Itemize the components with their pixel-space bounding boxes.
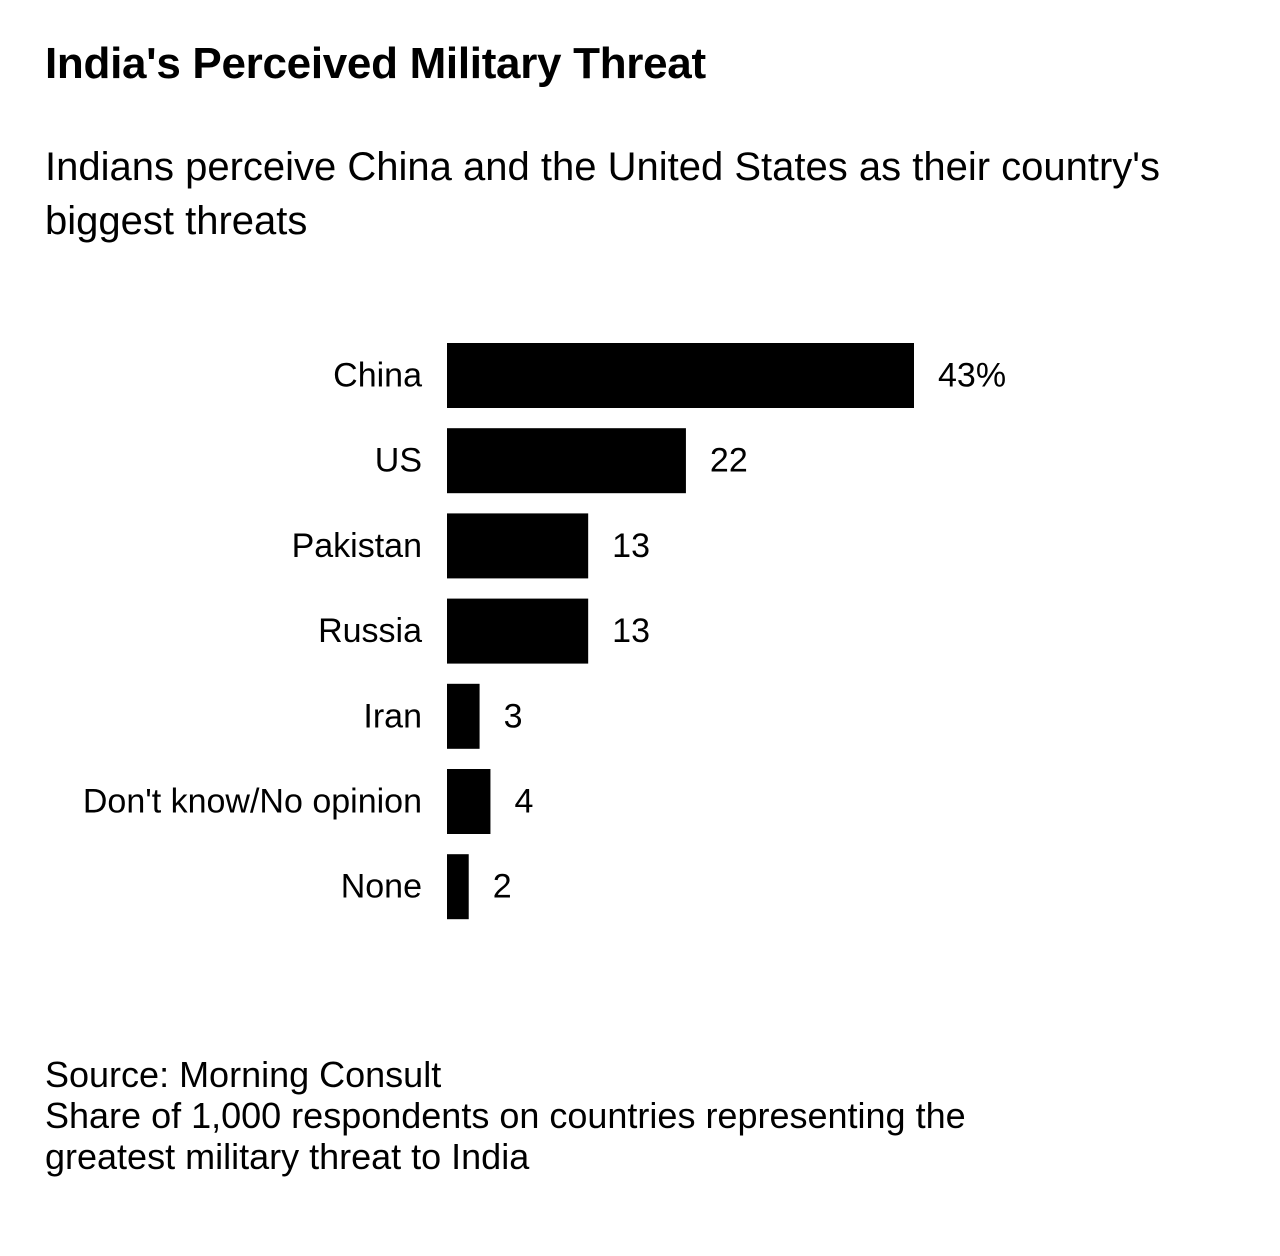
value-label-china: 43% [938, 357, 1006, 395]
chart-title: India's Perceived Military Threat [45, 39, 706, 88]
category-label-don-t-know-no-opinion: Don't know/No opinion [83, 783, 422, 821]
category-label-pakistan: Pakistan [292, 527, 422, 565]
bar-pakistan [447, 513, 589, 579]
value-label-pakistan: 13 [612, 527, 650, 565]
bar-don-t-know-no-opinion [447, 769, 491, 834]
bar-china [447, 343, 914, 408]
source-note: Source: Morning Consult [45, 1054, 442, 1095]
bars-group: China 43% US 22 Pakistan 13 Russia 13 Iran 3 Don't… [83, 343, 1006, 920]
value-label-us: 22 [710, 442, 748, 480]
bar-iran [447, 683, 480, 749]
bar-russia [447, 598, 589, 664]
value-label-russia: 13 [612, 612, 650, 650]
description-note-line-2: greatest military threat to India [45, 1136, 530, 1177]
category-label-russia: Russia [318, 612, 422, 650]
category-label-iran: Iran [363, 697, 422, 735]
category-label-none: None [341, 868, 422, 906]
bar-us [447, 428, 686, 494]
value-label-don-t-know-no-opinion: 4 [514, 783, 533, 821]
chart-footer: Source: Morning Consult Share of 1,000 r… [45, 1054, 1225, 1177]
chart-subtitle: Indians perceive China and the United St… [45, 145, 1160, 243]
bar-none [447, 854, 469, 920]
value-label-none: 2 [493, 868, 512, 906]
value-label-iran: 3 [504, 697, 523, 735]
category-label-us: US [375, 442, 422, 480]
category-label-china: China [333, 357, 422, 395]
description-note-line-1: Share of 1,000 respondents on countries … [45, 1095, 966, 1136]
